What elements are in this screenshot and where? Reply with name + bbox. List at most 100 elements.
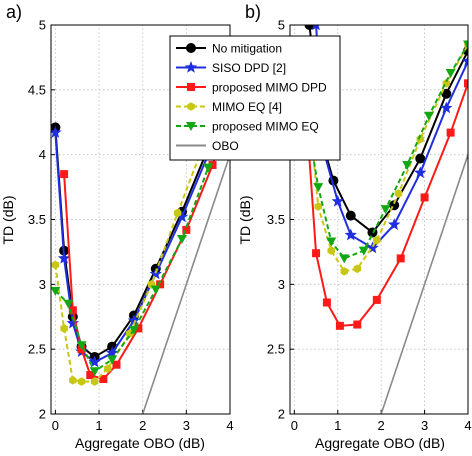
series-line-proposed-mimo-eq xyxy=(306,43,468,260)
y-tick-label: 2 xyxy=(39,407,46,422)
data-point xyxy=(76,341,87,351)
data-point xyxy=(380,205,391,215)
legend-marker xyxy=(184,61,198,73)
data-point xyxy=(105,346,119,359)
data-point xyxy=(358,246,369,256)
data-point xyxy=(461,54,468,67)
data-point xyxy=(104,364,112,373)
data-point xyxy=(60,170,69,179)
data-point xyxy=(51,126,62,138)
series-line-obo xyxy=(141,154,230,414)
data-point xyxy=(312,25,320,31)
data-point xyxy=(66,316,80,329)
data-point xyxy=(344,228,357,241)
data-point xyxy=(335,321,344,330)
data-point xyxy=(339,254,350,264)
x-tick-label: 3 xyxy=(183,418,190,433)
panel-a: a) 0 1 2 3 4 2 2.5 3 3.5 4 4.5 5 Aggregate OBO (dB)… xyxy=(0,2,234,451)
data-point xyxy=(373,235,381,245)
legend-marker xyxy=(187,102,195,111)
y-tick-label: 5 xyxy=(39,18,46,33)
data-point xyxy=(134,324,143,333)
x-tick-label: 0 xyxy=(291,418,298,433)
panel-b-series-layer xyxy=(302,25,468,330)
data-point xyxy=(353,320,362,329)
legend-label: proposed MIMO EQ xyxy=(212,120,319,134)
y-tick-label: 3.5 xyxy=(267,212,285,227)
legend-label: No mitigation xyxy=(212,42,282,56)
data-point xyxy=(353,264,362,274)
data-point xyxy=(173,208,182,218)
data-point xyxy=(396,254,405,263)
data-point xyxy=(326,237,337,247)
y-tick-label: 3 xyxy=(278,277,285,292)
data-point xyxy=(150,285,161,295)
legend-label: SISO DPD [2] xyxy=(212,61,286,75)
data-point xyxy=(423,111,434,121)
legend-marker xyxy=(187,83,195,91)
data-point xyxy=(51,286,61,296)
data-point xyxy=(415,153,426,164)
series-line-mimo-eq-4- xyxy=(306,43,468,273)
y-tick-label: 4 xyxy=(39,147,46,162)
data-point xyxy=(51,260,60,270)
data-point xyxy=(88,355,101,368)
data-point xyxy=(86,371,95,380)
legend-rows: No mitigation SISO DPD [2] proposed MIMO D… xyxy=(176,42,327,153)
y-tick-label: 3.5 xyxy=(28,212,46,227)
series-line-mimo-eq-4- xyxy=(54,76,230,383)
panel-b-y-axis-label: TD (dB) xyxy=(237,196,253,245)
x-tick-label: 2 xyxy=(139,418,146,433)
legend: No mitigation SISO DPD [2] proposed MIMO D… xyxy=(169,35,341,161)
data-point xyxy=(314,202,322,211)
data-point xyxy=(63,299,74,309)
data-point xyxy=(77,377,86,386)
data-point xyxy=(89,367,100,377)
series-line-obo xyxy=(380,154,468,414)
data-point xyxy=(312,249,321,258)
x-tick-label: 1 xyxy=(95,418,102,433)
legend-label: MIMO EQ [4] xyxy=(212,100,282,114)
legend-label: proposed MIMO DPD xyxy=(212,81,327,95)
data-point xyxy=(372,295,381,304)
data-point xyxy=(327,246,335,255)
data-point xyxy=(445,68,456,78)
data-point xyxy=(416,134,424,144)
data-point xyxy=(464,79,468,88)
x-tick-label: 0 xyxy=(52,418,59,433)
panel-a-x-axis-label: Aggregate OBO (dB) xyxy=(75,435,205,451)
legend-marker xyxy=(186,43,196,53)
data-point xyxy=(345,210,356,221)
data-point xyxy=(203,163,214,173)
data-point xyxy=(182,225,191,234)
panel-b-obo-layer xyxy=(380,154,468,414)
data-point xyxy=(90,377,99,386)
x-tick-label: 4 xyxy=(464,418,471,433)
data-point xyxy=(322,298,331,307)
series-line-proposed-mimo-dpd xyxy=(306,83,468,327)
data-point xyxy=(304,25,315,30)
x-tick-label: 4 xyxy=(226,418,233,433)
data-point xyxy=(128,325,139,335)
data-point xyxy=(69,375,77,385)
panel-a-tick-labels: 0 1 2 3 4 2 2.5 3 3.5 4 4.5 5 xyxy=(28,18,234,434)
data-point xyxy=(313,183,324,193)
data-point xyxy=(366,241,379,254)
data-point xyxy=(68,306,77,315)
panel-a-plot-frame xyxy=(50,24,231,415)
data-point xyxy=(112,360,121,369)
legend-box xyxy=(169,35,341,161)
data-point xyxy=(414,166,427,179)
x-tick-label: 3 xyxy=(421,418,428,433)
series-line-proposed-mimo-eq xyxy=(54,108,230,373)
data-point xyxy=(127,314,141,326)
y-tick-label: 3 xyxy=(39,277,46,292)
y-tick-label: 2.5 xyxy=(267,342,285,357)
panel-b-label: b) xyxy=(245,2,261,22)
data-point xyxy=(340,267,348,276)
data-point xyxy=(107,355,118,365)
panel-b-plot-frame xyxy=(289,24,469,415)
data-point xyxy=(402,161,413,171)
panel-a-y-axis-label: TD (dB) xyxy=(0,196,16,245)
